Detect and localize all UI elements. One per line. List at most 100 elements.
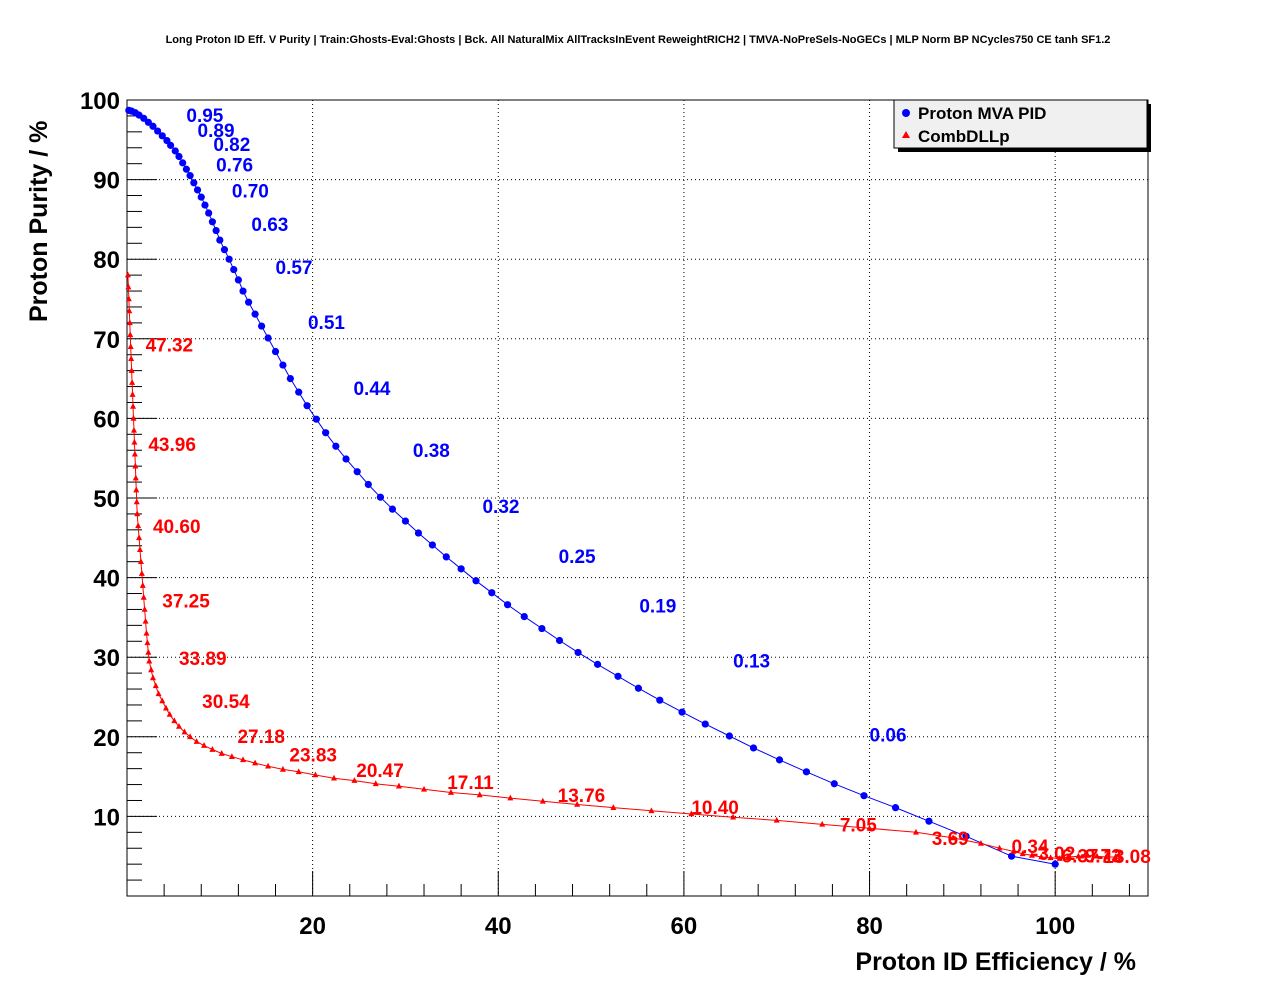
data-point-dll [1093, 852, 1100, 859]
data-point-mva [271, 347, 280, 356]
y-tick-label: 20 [93, 725, 120, 752]
y-tick-label: 50 [93, 486, 120, 513]
data-point-dll [125, 283, 132, 290]
data-point-dll [476, 791, 483, 798]
cut-value-label: 0.44 [353, 379, 390, 400]
data-point-dll [1084, 851, 1091, 858]
data-point-mva [244, 298, 253, 306]
data-point-mva [225, 255, 233, 263]
data-point-mva [220, 246, 229, 254]
data-point-mva [197, 193, 205, 201]
data-point-mva [186, 172, 194, 180]
data-point-dll [136, 546, 143, 553]
cut-value-label: 13.76 [558, 786, 606, 807]
data-point-mva [520, 613, 528, 621]
cut-value-label: 17.11 [447, 773, 494, 794]
y-tick-label: 70 [93, 327, 120, 354]
legend-label-dll: CombDLLp [918, 127, 1010, 146]
cut-value-label: 0.76 [216, 155, 253, 176]
data-point-dll [129, 379, 136, 385]
data-point-mva [401, 517, 410, 525]
cut-value-label: 0.06 [870, 725, 907, 746]
data-point-dll [950, 834, 957, 841]
x-axis-title: Proton ID Efficiency / % [855, 948, 1136, 976]
cut-value-label: 20.47 [356, 761, 404, 782]
x-tick-label: 80 [856, 913, 883, 940]
data-point-dll [539, 797, 546, 804]
cut-value-label: 0.32 [482, 497, 519, 518]
data-point-dll [819, 820, 826, 827]
data-point-dll [295, 768, 302, 775]
data-point-dll [912, 828, 919, 835]
data-point-mva [1051, 860, 1059, 868]
data-point-dll [148, 666, 155, 673]
data-point-mva [593, 660, 602, 668]
data-point-dll [149, 674, 156, 681]
data-point-dll [610, 804, 617, 810]
data-point-dll [136, 534, 143, 541]
data-point-dll [372, 780, 379, 787]
cut-value-label: 47.32 [146, 335, 194, 356]
data-point-dll [131, 438, 138, 445]
data-point-mva [414, 529, 423, 537]
cut-value-label: -9.73 [1078, 846, 1121, 867]
cut-value-label: 40.60 [153, 517, 201, 538]
cut-value-label: 10.40 [691, 798, 739, 819]
cut-value-label: 0.51 [308, 313, 345, 334]
cut-value-label: 33.89 [179, 649, 227, 670]
data-point-mva [503, 601, 512, 609]
grid [127, 99, 1148, 896]
data-point-mva [472, 577, 480, 585]
data-point-dll [162, 704, 169, 711]
data-point-mva [193, 186, 202, 194]
data-point-dll [1028, 851, 1035, 858]
data-point-dll [130, 402, 137, 409]
data-point-dll [1112, 853, 1119, 860]
data-point-dll [146, 657, 153, 664]
data-point-mva [251, 310, 259, 318]
data-point-dll [265, 762, 272, 769]
cut-value-label: 27.18 [237, 727, 285, 748]
data-point-dll [138, 570, 145, 576]
data-point-mva [332, 442, 340, 450]
data-point-mva [488, 589, 496, 597]
cut-value-label: 0.95 [186, 106, 223, 127]
cut-value-label: 23.83 [289, 745, 337, 766]
data-point-dll [574, 800, 581, 807]
legend-marker-mva [902, 109, 910, 117]
data-point-dll [134, 510, 141, 517]
data-point-dll [131, 450, 138, 457]
data-point-dll [128, 355, 135, 361]
data-point-mva [295, 388, 303, 396]
data-point-mva [257, 322, 266, 330]
data-point-dll [166, 711, 173, 717]
data-point-dll [866, 824, 873, 831]
data-point-mva [678, 708, 686, 716]
data-point-mva [749, 744, 758, 752]
data-point-mva [457, 565, 465, 573]
data-point-dll [773, 816, 780, 823]
data-point-mva [167, 141, 175, 149]
data-point-dll [175, 722, 182, 729]
data-point-mva [208, 218, 216, 226]
cut-value-label: -13.08 [1097, 847, 1151, 868]
data-point-dll [127, 343, 134, 350]
data-point-dll [181, 728, 188, 735]
data-point-mva [149, 122, 157, 130]
data-point-dll [127, 331, 134, 338]
data-point-dll [351, 777, 358, 783]
cut-value-label: 3.69 [932, 829, 969, 850]
data-point-dll [130, 414, 137, 421]
axes: 20 40 60 80 100 10 20 30 40 50 60 70 80 90 100 [80, 88, 1130, 940]
legend: Proton MVA PID CombDLLp [893, 99, 1151, 152]
data-point-dll [141, 605, 148, 612]
data-point-dll [218, 750, 225, 756]
data-point-mva [234, 276, 242, 284]
data-point-dll [1103, 853, 1110, 860]
data-point-mva [264, 334, 272, 342]
data-point-dll [1019, 850, 1026, 857]
y-tick-label: 60 [93, 406, 120, 433]
cut-value-label: 0.82 [213, 135, 250, 156]
y-tick-label: 100 [80, 88, 120, 115]
data-point-dll [1047, 854, 1054, 861]
